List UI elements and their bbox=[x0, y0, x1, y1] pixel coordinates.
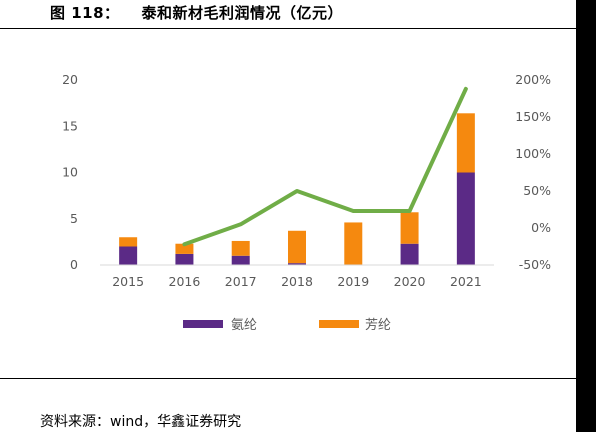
bar-aramid-2017 bbox=[231, 240, 250, 256]
x-tick-label: 2019 bbox=[337, 274, 369, 289]
bar-spandex-2016 bbox=[175, 253, 194, 265]
title-bar: 图 118： 泰和新材毛利润情况（亿元） bbox=[0, 0, 576, 29]
bar-spandex-2017 bbox=[231, 255, 250, 265]
right-tick-label: -50% bbox=[519, 257, 551, 272]
right-tick-label: 50% bbox=[523, 183, 551, 198]
legend-label-spandex: 氨纶 bbox=[231, 318, 257, 333]
right-tick-label: 0% bbox=[531, 220, 551, 235]
left-tick-label: 15 bbox=[62, 118, 78, 133]
bar-spandex-2021 bbox=[456, 172, 475, 265]
bar-spandex-2015 bbox=[119, 246, 138, 265]
legend-swatch-spandex bbox=[183, 320, 223, 328]
right-border bbox=[576, 0, 596, 432]
legend-swatch-aramid bbox=[319, 320, 359, 328]
legend: 氨纶 芳纶 bbox=[183, 318, 391, 333]
figure-title-text: 泰和新材毛利润情况（亿元） bbox=[141, 4, 344, 22]
left-tick-label: 5 bbox=[70, 211, 78, 226]
legend-label-aramid: 芳纶 bbox=[365, 318, 391, 333]
x-tick-label: 2016 bbox=[169, 274, 201, 289]
source-note: 资料来源：wind，华鑫证券研究 bbox=[40, 414, 242, 430]
bar-aramid-2018 bbox=[288, 230, 306, 264]
margin-growth-line bbox=[182, 86, 468, 247]
left-tick-label: 10 bbox=[62, 165, 78, 180]
bar-aramid-2020 bbox=[400, 212, 419, 244]
right-tick-label: 150% bbox=[515, 109, 551, 124]
x-tick-label: 2020 bbox=[394, 274, 426, 289]
bar-spandex-2018 bbox=[288, 263, 306, 265]
right-tick-label: 200% bbox=[515, 72, 551, 87]
right-tick-label: 100% bbox=[515, 146, 551, 161]
bar-aramid-2021 bbox=[456, 113, 475, 173]
bar-spandex-2020 bbox=[400, 243, 419, 265]
x-tick-label: 2021 bbox=[450, 274, 482, 289]
figure-title: 图 118： 泰和新材毛利润情况（亿元） bbox=[50, 2, 343, 23]
x-tick-label: 2018 bbox=[281, 274, 313, 289]
line-layer bbox=[182, 86, 468, 247]
left-axis: 0 5 10 15 20 bbox=[62, 72, 78, 272]
x-axis: 2015 2016 2017 2018 2019 2020 2021 bbox=[112, 274, 482, 289]
bars-layer bbox=[119, 113, 475, 265]
bar-aramid-2019 bbox=[344, 222, 363, 265]
figure-number: 图 118： bbox=[50, 4, 120, 22]
bar-aramid-2016 bbox=[175, 243, 194, 254]
x-tick-label: 2017 bbox=[225, 274, 257, 289]
left-tick-label: 0 bbox=[70, 257, 78, 272]
bar-aramid-2015 bbox=[119, 237, 138, 247]
x-tick-label: 2015 bbox=[112, 274, 144, 289]
right-axis: -50% 0% 50% 100% 150% 200% bbox=[515, 72, 551, 272]
bottom-rule bbox=[0, 378, 576, 379]
left-tick-label: 20 bbox=[62, 72, 78, 87]
